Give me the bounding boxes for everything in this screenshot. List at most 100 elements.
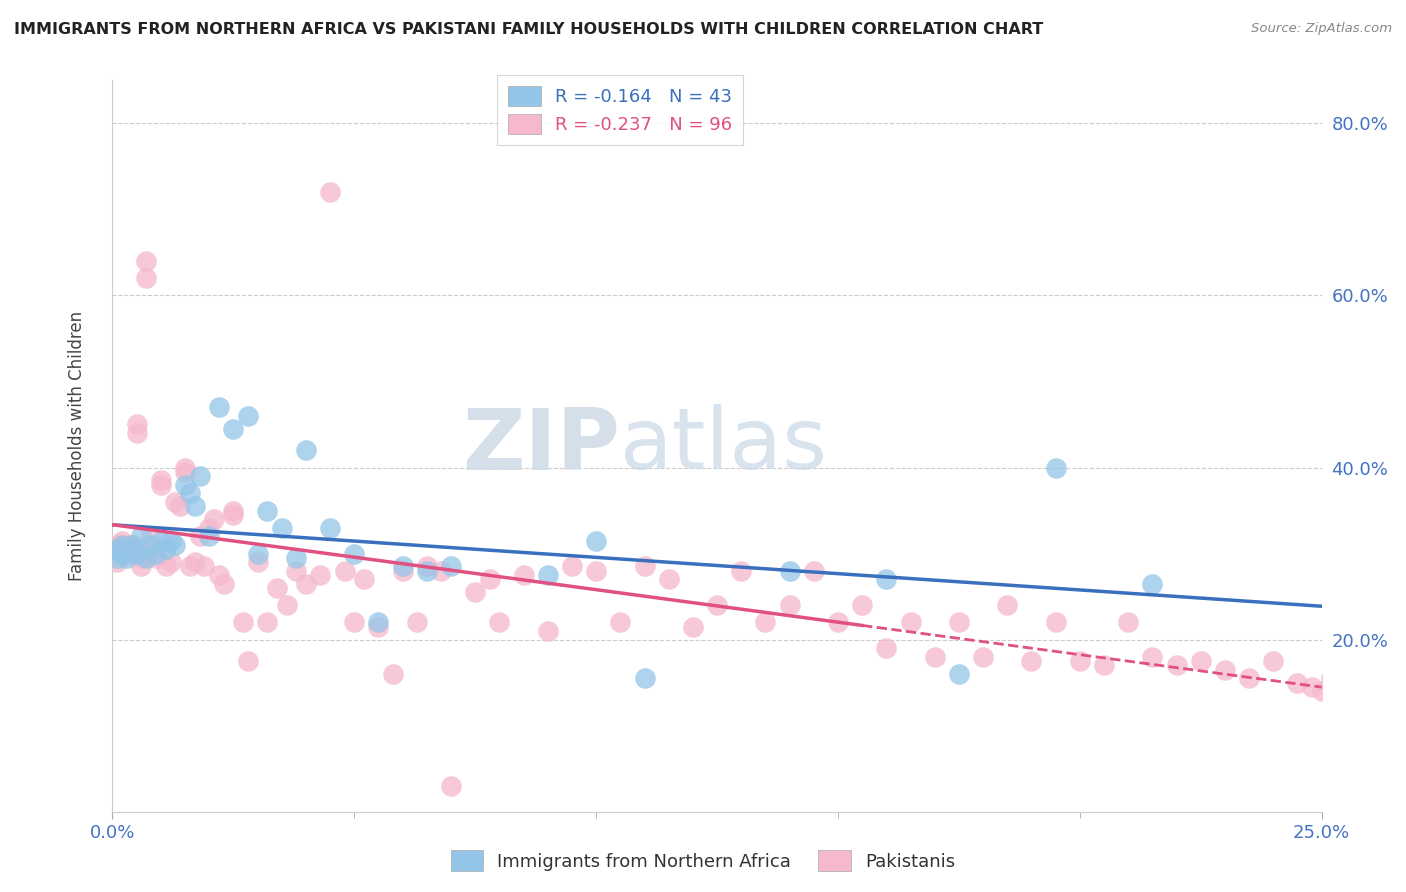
Point — [1320, 671, 1343, 685]
Point — [478, 573, 501, 587]
Point — [141, 529, 163, 543]
Point — [183, 555, 205, 569]
Point — [754, 615, 776, 630]
Point — [1166, 658, 1188, 673]
Point — [827, 615, 849, 630]
Point — [179, 486, 201, 500]
Text: Source: ZipAtlas.com: Source: ZipAtlas.com — [1251, 22, 1392, 36]
Point — [851, 598, 873, 612]
Point — [1116, 615, 1139, 630]
Point — [537, 624, 560, 638]
Point — [121, 542, 143, 557]
Point — [512, 568, 534, 582]
Point — [730, 564, 752, 578]
Point — [188, 469, 211, 483]
Point — [222, 422, 245, 436]
Point — [1189, 654, 1212, 668]
Point — [198, 529, 221, 543]
Point — [285, 564, 308, 578]
Point — [333, 564, 356, 578]
Point — [179, 559, 201, 574]
Point — [193, 559, 215, 574]
Legend: Immigrants from Northern Africa, Pakistanis: Immigrants from Northern Africa, Pakista… — [443, 843, 963, 879]
Point — [1334, 689, 1357, 703]
Point — [561, 559, 583, 574]
Point — [430, 564, 453, 578]
Point — [236, 409, 259, 423]
Point — [149, 474, 172, 488]
Point — [125, 417, 148, 432]
Point — [972, 649, 994, 664]
Point — [149, 477, 172, 491]
Point — [236, 654, 259, 668]
Point — [295, 443, 318, 458]
Point — [111, 547, 134, 561]
Text: IMMIGRANTS FROM NORTHERN AFRICA VS PAKISTANI FAMILY HOUSEHOLDS WITH CHILDREN COR: IMMIGRANTS FROM NORTHERN AFRICA VS PAKIS… — [14, 22, 1043, 37]
Point — [706, 598, 728, 612]
Point — [125, 426, 148, 441]
Point — [633, 671, 655, 685]
Point — [367, 620, 389, 634]
Point — [159, 533, 181, 548]
Point — [165, 538, 187, 552]
Point — [232, 615, 254, 630]
Point — [174, 477, 197, 491]
Point — [537, 568, 560, 582]
Point — [266, 581, 288, 595]
Point — [309, 568, 332, 582]
Point — [121, 538, 143, 552]
Point — [256, 615, 278, 630]
Point — [174, 465, 197, 479]
Point — [779, 598, 801, 612]
Point — [1069, 654, 1091, 668]
Point — [343, 615, 366, 630]
Point — [1237, 671, 1260, 685]
Point — [115, 542, 138, 557]
Point — [145, 547, 167, 561]
Point — [135, 550, 157, 565]
Point — [633, 559, 655, 574]
Point — [1142, 649, 1164, 664]
Point — [121, 538, 143, 552]
Point — [1142, 576, 1164, 591]
Point — [131, 550, 153, 565]
Point — [1021, 654, 1043, 668]
Text: Family Households with Children: Family Households with Children — [69, 311, 86, 581]
Point — [131, 529, 153, 543]
Point — [208, 568, 231, 582]
Point — [319, 521, 342, 535]
Point — [367, 615, 389, 630]
Point — [382, 667, 405, 681]
Point — [440, 559, 463, 574]
Point — [1045, 615, 1067, 630]
Point — [212, 576, 235, 591]
Point — [202, 512, 225, 526]
Point — [1263, 654, 1285, 668]
Point — [585, 564, 607, 578]
Point — [391, 559, 413, 574]
Point — [488, 615, 510, 630]
Point — [391, 564, 413, 578]
Point — [135, 254, 157, 268]
Point — [105, 538, 128, 552]
Point — [1213, 663, 1236, 677]
Point — [174, 460, 197, 475]
Point — [105, 550, 128, 565]
Point — [111, 533, 134, 548]
Point — [416, 559, 439, 574]
Point — [131, 559, 153, 574]
Point — [183, 500, 205, 514]
Point — [1301, 680, 1323, 694]
Point — [343, 547, 366, 561]
Point — [1310, 684, 1333, 698]
Point — [319, 185, 342, 199]
Point — [440, 779, 463, 793]
Point — [1350, 693, 1372, 707]
Point — [198, 521, 221, 535]
Point — [1092, 658, 1115, 673]
Point — [111, 538, 134, 552]
Point — [285, 550, 308, 565]
Point — [406, 615, 429, 630]
Point — [169, 500, 191, 514]
Point — [155, 542, 177, 557]
